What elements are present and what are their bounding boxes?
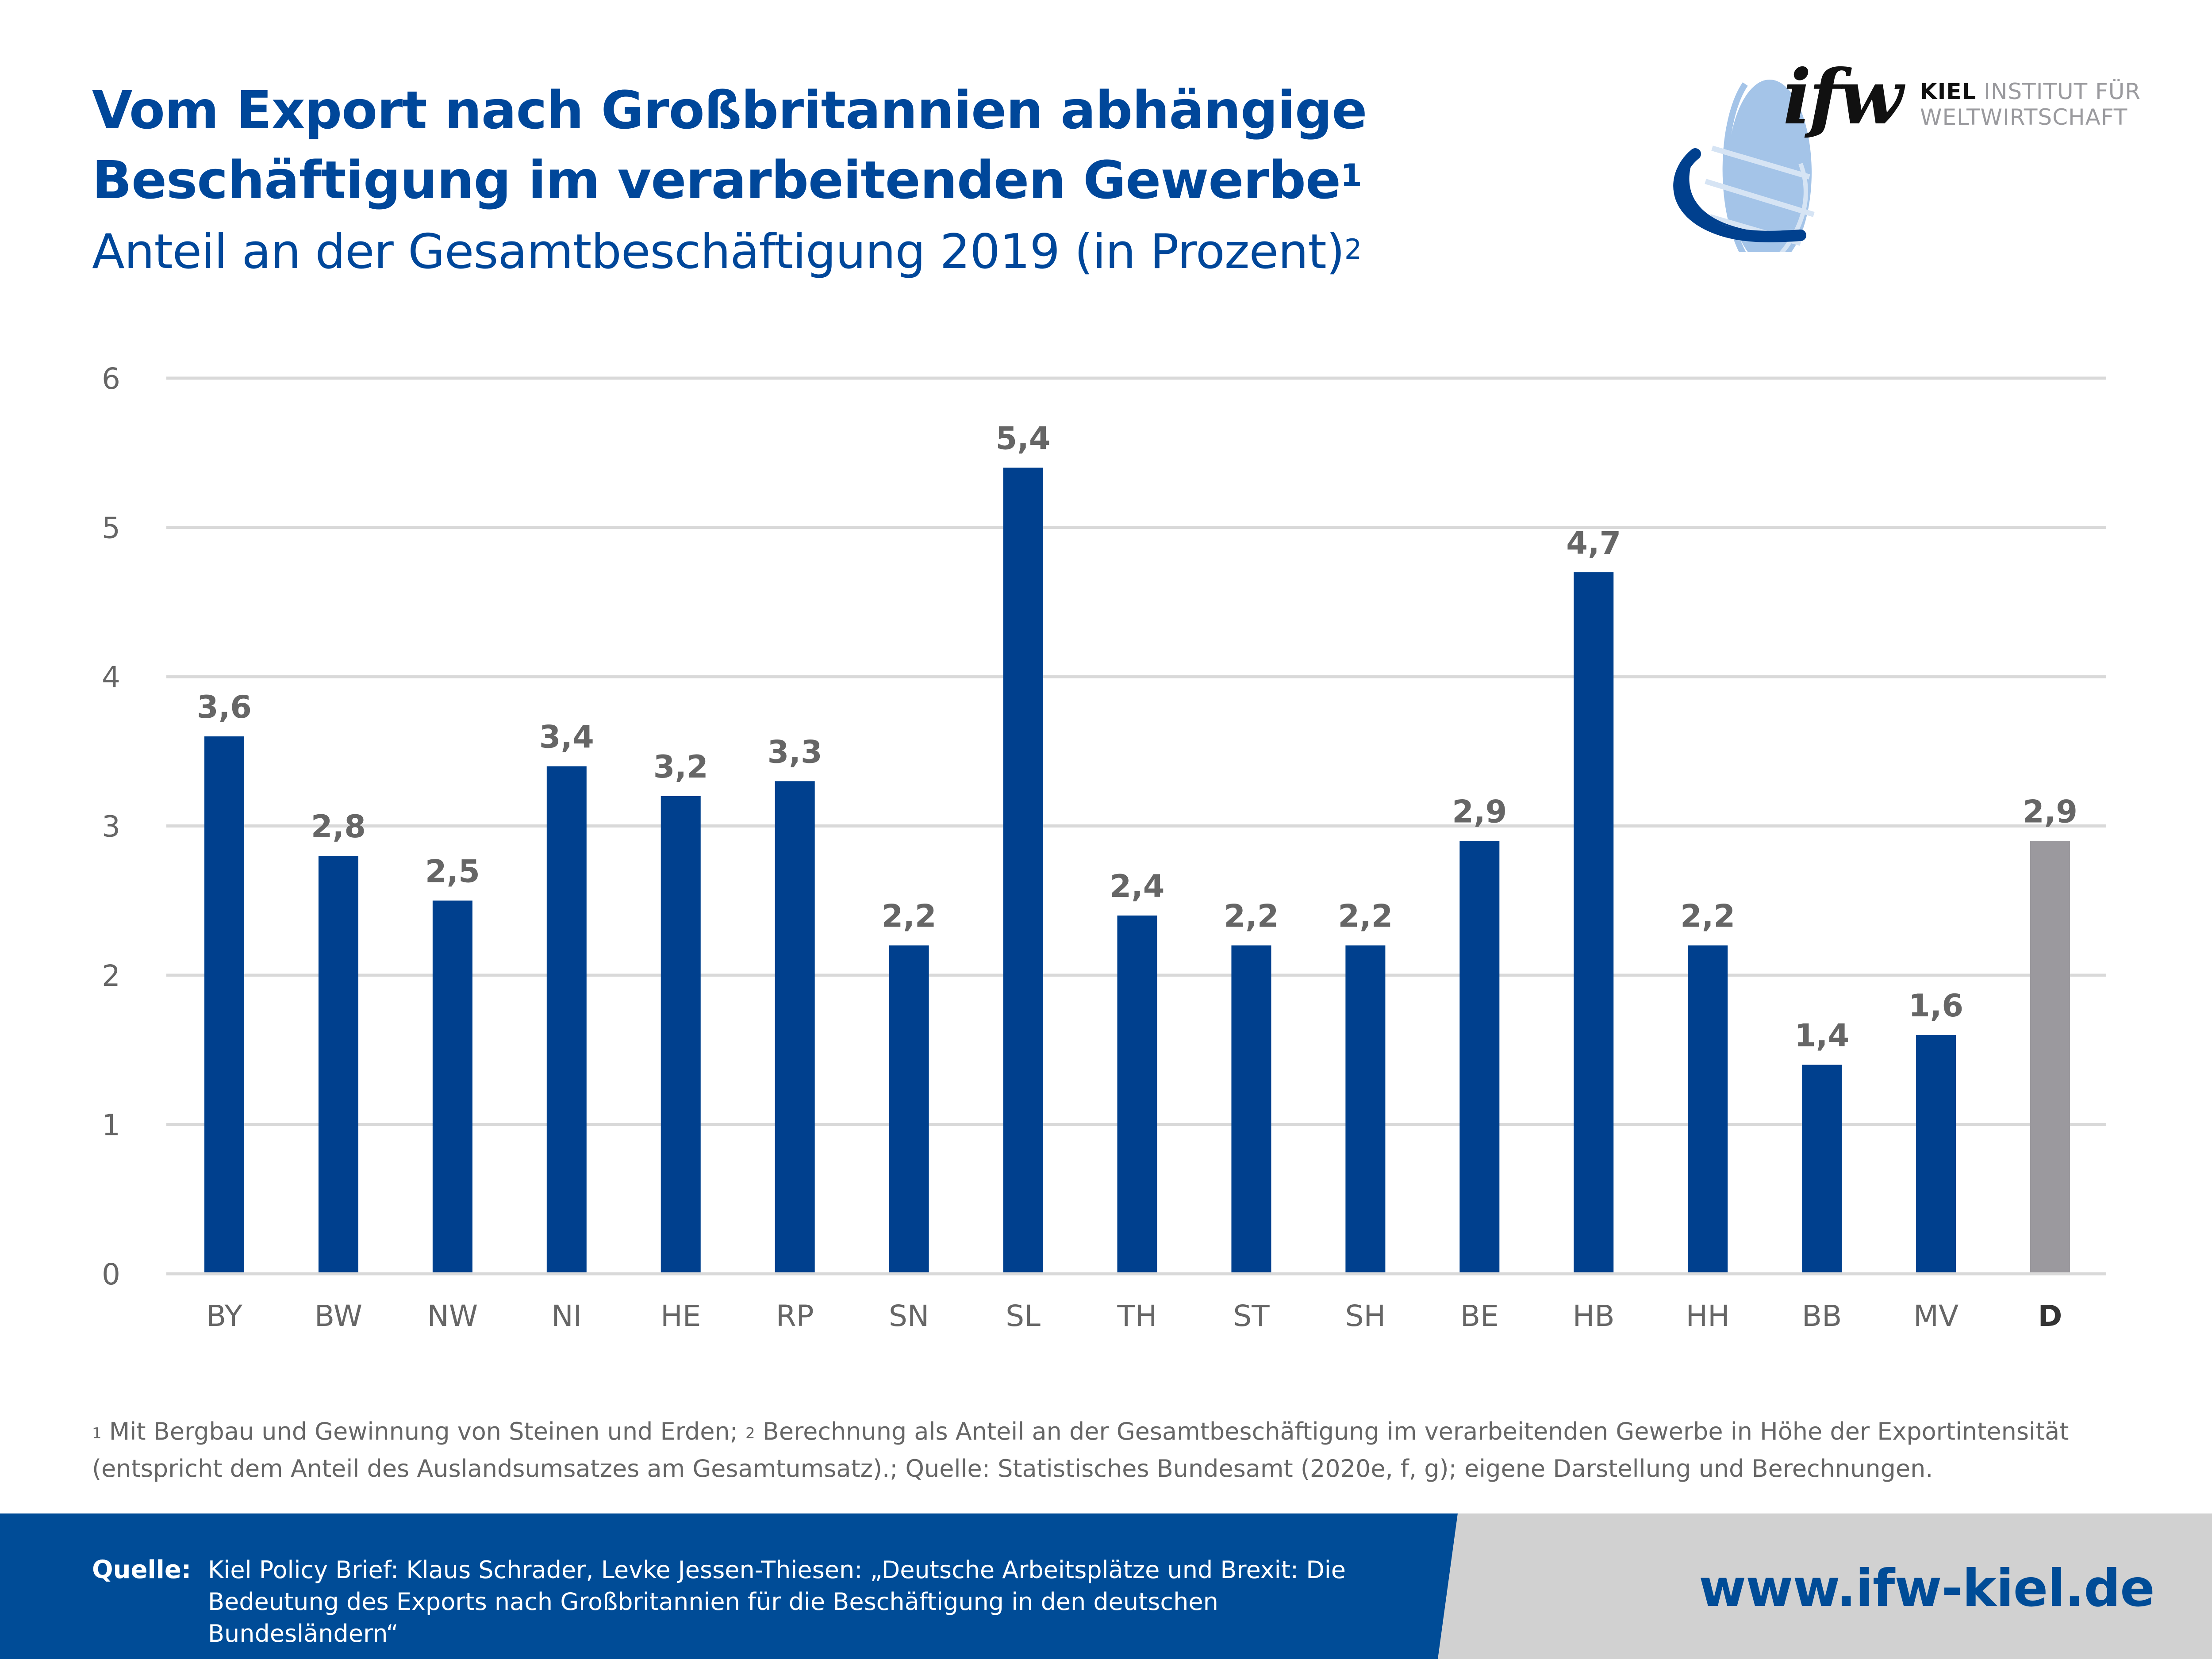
bar	[1231, 945, 1271, 1274]
footer-source-label: Quelle:	[92, 1556, 192, 1584]
bar	[546, 766, 587, 1274]
x-tick-label: ST	[1233, 1299, 1270, 1333]
x-tick-label: BB	[1802, 1299, 1842, 1333]
data-label: 2,9	[1452, 793, 1507, 830]
x-tick-label: NI	[551, 1299, 582, 1333]
subtitle-footnote-marker: 2	[1344, 233, 1362, 265]
data-label: 3,6	[197, 689, 252, 725]
x-tick-label: HB	[1573, 1299, 1615, 1333]
y-tick-label: 1	[102, 1108, 120, 1142]
bar	[1117, 916, 1157, 1274]
x-tick-label: RP	[776, 1299, 814, 1333]
bar	[2030, 841, 2070, 1274]
bar	[1688, 945, 1728, 1274]
bar	[432, 900, 472, 1274]
data-label: 2,8	[311, 808, 366, 845]
footnote: 1 Mit Bergbau und Gewinnung von Steinen …	[92, 1413, 2127, 1487]
footnote-marker-1: 1	[92, 1425, 102, 1442]
data-label: 2,2	[1224, 898, 1279, 935]
bar-chart: 0 1 2 3 4 5 6 3,6 BY 2,8 BW 2,5 NW 3,4 NI 3,2 HE 3,3 RP 2,2…	[102, 362, 2106, 1333]
data-label: 2,2	[882, 898, 937, 935]
x-tick-label: TH	[1117, 1299, 1157, 1333]
data-label: 2,4	[1110, 868, 1164, 904]
x-tick-label: NW	[427, 1299, 478, 1333]
bar	[661, 796, 701, 1274]
data-label: 4,7	[1566, 525, 1621, 561]
y-tick-label: 3	[102, 810, 120, 844]
bar	[889, 945, 929, 1274]
bar	[1345, 945, 1386, 1274]
bar	[1916, 1035, 1956, 1274]
y-tick-label: 0	[102, 1257, 120, 1291]
footnote-text-2: Berechnung als Anteil an der Gesamtbesch…	[92, 1418, 2069, 1483]
chart-subtitle: Anteil an der Gesamtbeschäftigung 2019 (…	[92, 223, 1362, 281]
data-label: 1,6	[1909, 988, 1963, 1024]
logo-institute-name: KIEL INSTITUT FÜR WELTWIRTSCHAFT	[1920, 79, 2141, 130]
data-label: 2,5	[425, 853, 480, 889]
x-tick-label: MV	[1913, 1299, 1959, 1333]
footnote-marker-2: 2	[745, 1425, 755, 1442]
x-tick-label: HH	[1686, 1299, 1730, 1333]
x-tick-label: BY	[206, 1299, 243, 1333]
bar	[1802, 1065, 1842, 1274]
ifw-logo[interactable]	[1668, 66, 2154, 252]
data-label: 2,2	[1338, 898, 1393, 935]
footer-source-text: Kiel Policy Brief: Klaus Schrader, Levke…	[208, 1556, 1346, 1648]
footer: Quelle: Kiel Policy Brief: Klaus Schrade…	[0, 1513, 2212, 1659]
bar	[318, 856, 358, 1274]
x-tick-label: D	[2038, 1299, 2062, 1333]
x-tick-label: SH	[1345, 1299, 1386, 1333]
title-line-2: Beschäftigung im verarbeitenden Gewerbe	[92, 149, 1341, 211]
y-tick-label: 6	[102, 362, 120, 396]
footnote-text-1: Mit Bergbau und Gewinnung von Steinen un…	[101, 1418, 746, 1445]
logo-kiel-bold: KIEL	[1920, 79, 1977, 104]
x-tick-label: BW	[315, 1299, 362, 1333]
y-tick-label: 4	[102, 660, 120, 694]
y-tick-label: 2	[102, 959, 120, 993]
x-tick-label: HE	[661, 1299, 701, 1333]
bar	[1574, 572, 1614, 1274]
chart-title: Vom Export nach Großbritannien abhängige…	[92, 75, 1367, 215]
bar	[775, 781, 815, 1274]
footer-source-panel: Quelle: Kiel Policy Brief: Klaus Schrade…	[0, 1513, 1458, 1659]
logo-name-line1: INSTITUT FÜR	[1976, 79, 2141, 104]
logo-wordmark: ifw	[1783, 53, 1903, 142]
subtitle-text: Anteil an der Gesamtbeschäftigung 2019 (…	[92, 224, 1345, 280]
data-label: 5,4	[996, 421, 1051, 457]
data-label: 2,2	[1680, 898, 1735, 935]
title-line-1: Vom Export nach Großbritannien abhängige	[92, 80, 1367, 141]
x-tick-label: BE	[1460, 1299, 1499, 1333]
website-link[interactable]: www.ifw-kiel.de	[1699, 1559, 2155, 1618]
globe-icon	[1673, 80, 1815, 252]
data-label: 2,9	[2023, 793, 2078, 830]
bar	[1459, 841, 1500, 1274]
title-footnote-marker: 1	[1340, 157, 1362, 194]
x-tick-label: SL	[1006, 1299, 1041, 1333]
bar	[204, 736, 244, 1274]
data-label: 1,4	[1794, 1018, 1849, 1054]
y-tick-label: 5	[102, 511, 120, 545]
x-tick-label: SN	[889, 1299, 929, 1333]
data-label: 3,4	[539, 719, 594, 755]
data-label: 3,2	[653, 749, 708, 785]
logo-name-line2: WELTWIRTSCHAFT	[1920, 104, 2128, 130]
bar	[1003, 467, 1043, 1274]
data-label: 3,3	[768, 734, 822, 770]
